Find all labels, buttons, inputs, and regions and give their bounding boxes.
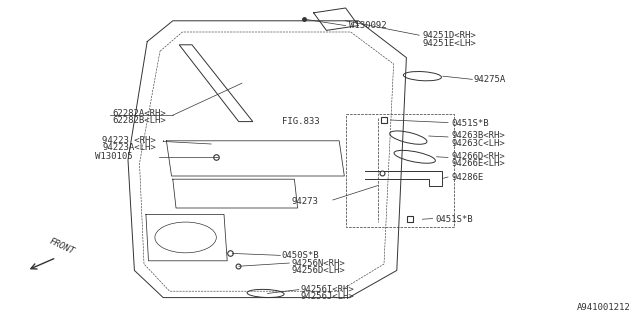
Text: 94273: 94273 [291, 197, 318, 206]
Text: 94256D<LH>: 94256D<LH> [291, 266, 345, 275]
Text: 94256N<RH>: 94256N<RH> [291, 259, 345, 268]
Text: 0451S*B: 0451S*B [435, 215, 473, 224]
Text: 94286E: 94286E [451, 173, 483, 182]
Text: A941001212: A941001212 [577, 303, 630, 312]
Text: 94223A<LH>: 94223A<LH> [102, 143, 156, 152]
Text: 94275A: 94275A [474, 76, 506, 84]
Text: 94256I<RH>: 94256I<RH> [301, 285, 355, 294]
Text: 62282A<RH>: 62282A<RH> [112, 109, 166, 118]
Text: 94251D<RH>: 94251D<RH> [422, 31, 476, 40]
Text: 94256J<LH>: 94256J<LH> [301, 292, 355, 301]
Text: 0451S*B: 0451S*B [451, 119, 489, 128]
Text: 94251E<LH>: 94251E<LH> [422, 39, 476, 48]
Text: FIG.833: FIG.833 [282, 117, 319, 126]
Text: W130105: W130105 [95, 152, 132, 161]
Text: FRONT: FRONT [48, 236, 76, 256]
Text: W130092: W130092 [349, 21, 387, 30]
Text: 0450S*B: 0450S*B [282, 252, 319, 260]
Text: 94266D<RH>: 94266D<RH> [451, 152, 505, 161]
Text: 94263B<RH>: 94263B<RH> [451, 132, 505, 140]
Text: 94223 <RH>: 94223 <RH> [102, 136, 156, 145]
Text: 94263C<LH>: 94263C<LH> [451, 139, 505, 148]
Text: 94266E<LH>: 94266E<LH> [451, 159, 505, 168]
Text: 62282B<LH>: 62282B<LH> [112, 116, 166, 125]
